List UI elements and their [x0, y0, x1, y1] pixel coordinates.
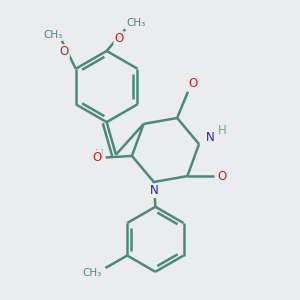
Text: H: H: [94, 148, 103, 161]
Text: O: O: [60, 45, 69, 58]
Text: CH₃: CH₃: [126, 18, 146, 28]
Text: N: N: [206, 131, 214, 144]
Text: O: O: [92, 151, 102, 164]
Text: H: H: [218, 124, 226, 137]
Text: CH₃: CH₃: [82, 268, 101, 278]
Text: O: O: [218, 169, 227, 183]
Text: O: O: [114, 32, 124, 45]
Text: CH₃: CH₃: [43, 30, 62, 40]
Text: N: N: [149, 184, 158, 197]
Text: O: O: [188, 77, 197, 90]
